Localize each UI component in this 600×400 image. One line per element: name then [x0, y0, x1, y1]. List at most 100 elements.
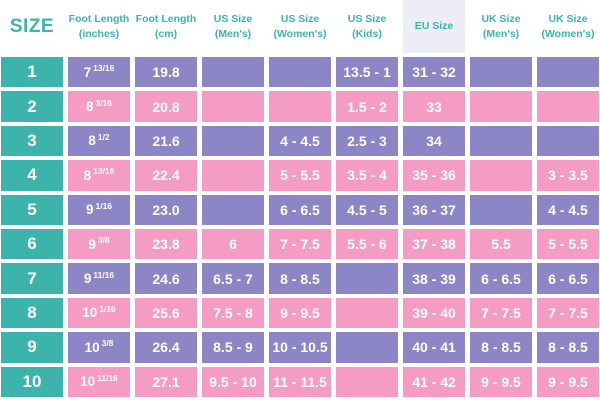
- column-header-line: (Men's): [482, 27, 520, 40]
- cell-us_womens: 5 - 5.5: [269, 160, 331, 191]
- cell-eu: 33: [403, 91, 465, 122]
- cell-cm: 19.8: [135, 57, 197, 88]
- row-size-cell: 9: [1, 332, 63, 363]
- row-size-cell: 6: [1, 228, 63, 260]
- inches-whole-number: 8: [88, 133, 96, 149]
- cell-uk_womens: 4 - 4.5: [537, 194, 599, 225]
- cell-inches: 9 3/8: [68, 228, 130, 260]
- column-header-inches: Foot Length (inches): [68, 0, 130, 53]
- inches-fraction: 13/16: [93, 63, 115, 74]
- cell-cm: 21.6: [135, 125, 197, 157]
- cell-us_womens: 6 - 6.5: [269, 194, 331, 225]
- inches-whole-number: 10: [80, 374, 96, 390]
- inches-whole-number: 7: [83, 64, 92, 80]
- column-header-line: (Women's): [273, 27, 327, 40]
- column-header-us_kids: US Size (Kids): [336, 0, 398, 53]
- column-header-line: (Men's): [214, 27, 252, 40]
- cell-us_kids: 13.5 - 1: [336, 57, 398, 88]
- cell-us_kids: [336, 332, 398, 363]
- cell-us_mens: [202, 125, 264, 157]
- cell-us_kids: [336, 366, 398, 397]
- row-size-cell: 2: [1, 91, 63, 122]
- inches-fraction: 1/16: [95, 200, 113, 211]
- cell-eu: 39 - 40: [403, 297, 465, 329]
- inches-whole-number: 9: [85, 202, 94, 218]
- cell-us_womens: 9 - 9.5: [269, 297, 331, 329]
- column-header-cm: Foot Length (cm): [135, 0, 197, 53]
- column-header-line: (Kids): [352, 27, 382, 40]
- inches-whole-number: 10: [82, 305, 98, 321]
- column-header-eu: EU Size: [403, 0, 465, 53]
- column-header-line: US Size: [347, 13, 387, 26]
- inches-fraction: 13/16: [93, 166, 115, 177]
- cell-eu: 35 - 36: [403, 160, 465, 191]
- cell-us_kids: 4.5 - 5: [336, 194, 398, 225]
- inches-fraction: 11/16: [97, 372, 118, 383]
- cell-us_mens: 9.5 - 10: [202, 366, 264, 397]
- cell-uk_mens: [470, 91, 532, 122]
- column-header-line: Foot Length: [135, 13, 197, 26]
- cell-eu: 40 - 41: [403, 332, 465, 363]
- cell-us_kids: [336, 263, 398, 294]
- cell-cm: 23.0: [135, 194, 197, 225]
- cell-uk_mens: 8 - 8.5: [470, 332, 532, 363]
- cell-cm: 24.6: [135, 263, 197, 294]
- cell-uk_womens: 8 - 8.5: [537, 332, 599, 363]
- cell-uk_mens: [470, 125, 532, 157]
- cell-us_kids: [336, 297, 398, 329]
- cell-uk_womens: 6 - 6.5: [537, 263, 599, 294]
- cell-inches: 8 3/16: [68, 91, 130, 122]
- cell-inches: 7 13/16: [68, 57, 130, 88]
- cell-uk_mens: 5.5: [470, 228, 532, 260]
- cell-us_kids: 1.5 - 2: [336, 91, 398, 122]
- inches-fraction: 11/16: [93, 269, 115, 280]
- cell-inches: 9 1/16: [68, 194, 130, 225]
- inches-fraction: 3/8: [97, 235, 110, 246]
- inches-whole-number: 8: [85, 99, 94, 115]
- cell-uk_mens: [470, 160, 532, 191]
- cell-uk_womens: 7 - 7.5: [537, 297, 599, 329]
- cell-eu: 34: [403, 125, 465, 157]
- column-header-line: Foot Length: [68, 13, 130, 26]
- cell-cm: 20.8: [135, 91, 197, 122]
- row-size-cell: 7: [1, 263, 63, 294]
- cell-uk_womens: 3 - 3.5: [537, 160, 599, 191]
- row-size-cell: 8: [1, 297, 63, 329]
- cell-us_womens: 10 - 10.5: [269, 332, 331, 363]
- cell-inches: 8 1/2: [68, 125, 130, 157]
- cell-us_mens: [202, 57, 264, 88]
- column-header-line: UK Size: [548, 13, 588, 26]
- cell-us_mens: 6: [202, 228, 264, 260]
- inches-whole-number: 9: [83, 271, 92, 287]
- cell-inches: 10 1/16: [68, 297, 130, 329]
- cell-us_womens: 8 - 8.5: [269, 263, 331, 294]
- column-header-line: UK Size: [481, 13, 521, 26]
- cell-eu: 41 - 42: [403, 366, 465, 397]
- cell-us_mens: 8.5 - 9: [202, 332, 264, 363]
- column-header-line: US Size: [213, 13, 253, 26]
- cell-us_womens: [269, 57, 331, 88]
- inches-fraction: 1/2: [97, 131, 110, 142]
- cell-inches: 10 3/8: [68, 332, 130, 363]
- cell-cm: 25.6: [135, 297, 197, 329]
- cell-us_mens: [202, 160, 264, 191]
- cell-us_kids: 3.5 - 4: [336, 160, 398, 191]
- inches-fraction: 1/16: [99, 303, 116, 314]
- cell-uk_mens: 6 - 6.5: [470, 263, 532, 294]
- cell-uk_womens: 5 - 5.5: [537, 228, 599, 260]
- inches-fraction: 3/16: [95, 97, 113, 108]
- column-header-line: SIZE: [9, 15, 55, 37]
- column-header-line: EU Size: [414, 20, 454, 33]
- cell-eu: 31 - 32: [403, 57, 465, 88]
- column-header-uk_womens: UK Size (Women's): [537, 0, 599, 53]
- inches-fraction: 3/8: [101, 338, 114, 349]
- cell-eu: 38 - 39: [403, 263, 465, 294]
- cell-us_mens: [202, 194, 264, 225]
- cell-us_mens: 6.5 - 7: [202, 263, 264, 294]
- cell-cm: 23.8: [135, 228, 197, 260]
- cell-uk_womens: [537, 91, 599, 122]
- cell-us_kids: 5.5 - 6: [336, 228, 398, 260]
- cell-eu: 36 - 37: [403, 194, 465, 225]
- column-header-uk_mens: UK Size (Men's): [470, 0, 532, 53]
